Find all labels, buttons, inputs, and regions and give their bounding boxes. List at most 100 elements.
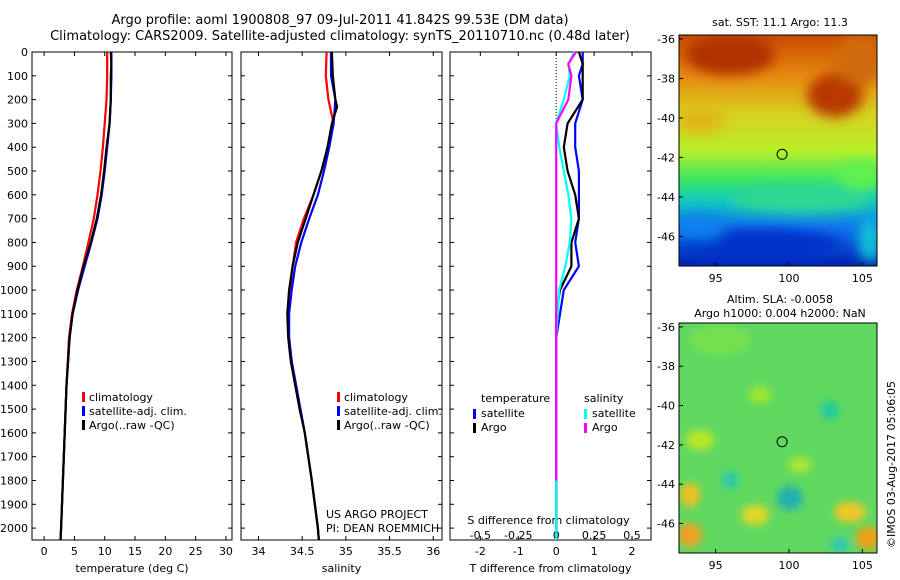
x-tick-label: 25 [189,545,203,558]
map-y-tick-label: -40 [657,400,675,413]
s-diff-axis-label: S difference from climatology [467,514,630,527]
temperature-x-axis-label: temperature (deg C) [75,562,188,575]
y-tick-label: 500 [7,165,28,178]
legend-label: satellite-adj. clim. [344,405,442,418]
legend-label: Argo(..raw -QC) [344,419,430,432]
map-x-tick-label: 105 [852,559,873,572]
map-x-tick-label: 95 [709,559,723,572]
s-diff-tick-label: -0.5 [470,529,491,542]
legend-group-title: temperature [481,392,550,405]
s-diff-tick-label: 0.5 [623,529,641,542]
x-tick-label: 30 [219,545,233,558]
differences-series-salinity-argo [555,51,577,481]
map-y-tick-label: -46 [657,230,675,243]
salinity-series-satelliteadjclim [288,52,337,541]
y-tick-label: 1900 [0,498,28,511]
legend-swatch [584,409,587,419]
x-tick-label: -1 [513,545,524,558]
y-tick-label: 400 [7,141,28,154]
project-label: US ARGO PROJECT [326,508,428,521]
differences-series-temperature-satellite [555,52,584,540]
temperature-series-climatology [59,52,109,541]
x-tick-label: 35 [339,545,353,558]
legend-swatch [337,406,340,416]
x-tick-label: 5 [71,545,78,558]
s-diff-tick-label: -0.25 [504,529,532,542]
legend-swatch [473,409,476,419]
sla-map-subtitle: Argo h1000: 0.004 h2000: NaN [694,307,866,320]
legend-label: satellite [592,407,636,420]
sla-map-title: Altim. SLA: -0.0058 [726,293,833,306]
map-y-tick-label: -44 [657,478,675,491]
pi-label: PI: DEAN ROEMMICH [326,522,440,535]
map-y-tick-label: -42 [657,439,675,452]
map-y-tick-label: -36 [657,33,675,46]
figure-title: Argo profile: aoml 1900808_97 09-Jul-201… [111,13,569,28]
y-tick-label: 1200 [0,332,28,345]
sst-map-field [679,35,877,266]
differences-axes-frame [449,51,652,541]
sst_map-axes: 95 100 105 -36 -38 -40 -42 -44 -46 [657,33,878,285]
legend-label: Argo [481,421,507,434]
x-tick-label: 0 [41,545,48,558]
y-tick-label: 2000 [0,522,28,535]
legend-label: Argo [592,421,618,434]
x-tick-label: 34.5 [290,545,315,558]
y-tick-label: 0 [21,46,28,59]
y-tick-label: 1600 [0,427,28,440]
s-diff-tick-label: 0.25 [582,529,607,542]
sst_map-frame [678,34,878,267]
legend-label: Argo(..raw -QC) [89,419,175,432]
legend-swatch [337,420,340,430]
figure-subtitle: Climatology: CARS2009. Satellite-adjuste… [50,29,630,44]
map-y-tick-label: -40 [657,112,675,125]
legend-swatch [584,423,587,433]
map-y-tick-label: -38 [657,360,675,373]
profile-panel-temperature: 0100200300400500600700800900100011001200… [0,46,233,575]
map-y-tick-label: -38 [657,72,675,85]
map-y-tick-label: -44 [657,191,675,204]
x-tick-label: 34 [251,545,265,558]
sla-map-field [679,323,877,553]
legend-label: climatology [89,391,153,404]
y-tick-label: 1500 [0,403,28,416]
differences-x-axis-label: T difference from climatology [469,562,632,575]
y-tick-label: 1100 [0,308,28,321]
y-tick-label: 700 [7,213,28,226]
argo-position-marker [776,148,788,160]
profile-panel-differences: -2 -1 0 1 2 T difference from climatology -0.5… [449,51,652,575]
map-x-tick-label: 105 [852,272,873,285]
map-x-tick-label: 100 [779,272,800,285]
map-x-tick-label: 100 [779,559,800,572]
y-tick-label: 100 [7,70,28,83]
x-tick-label: 36 [426,545,440,558]
x-tick-label: -2 [475,545,486,558]
y-tick-label: 800 [7,236,28,249]
legend-group-title: salinity [584,392,624,405]
map-y-tick-label: -36 [657,321,675,334]
legend-label: climatology [344,391,408,404]
y-tick-label: 900 [7,260,28,273]
map-y-tick-label: -42 [657,151,675,164]
temperature-axes-frame [31,51,233,541]
legend-swatch [82,392,85,402]
legend-swatch [82,420,85,430]
y-tick-label: 200 [7,94,28,107]
x-tick-label: 15 [128,545,142,558]
x-tick-label: 2 [629,545,636,558]
salinity-axes-frame [240,51,443,541]
differences-series-salinity-satellite [555,51,576,540]
sla_map-axes: 95 100 105 -36 -38 -40 -42 -44 -46 [657,321,878,572]
y-tick-label: 1300 [0,355,28,368]
legend-label: satellite-adj. clim. [89,405,187,418]
x-tick-label: 35.5 [377,545,402,558]
y-tick-label: 1700 [0,451,28,464]
x-tick-label: 1 [591,545,598,558]
y-tick-label: 600 [7,189,28,202]
legend-swatch [473,423,476,433]
map-x-tick-label: 95 [709,272,723,285]
y-tick-label: 1400 [0,379,28,392]
legend-label: satellite [481,407,525,420]
salinity-series-climatology [287,51,335,541]
